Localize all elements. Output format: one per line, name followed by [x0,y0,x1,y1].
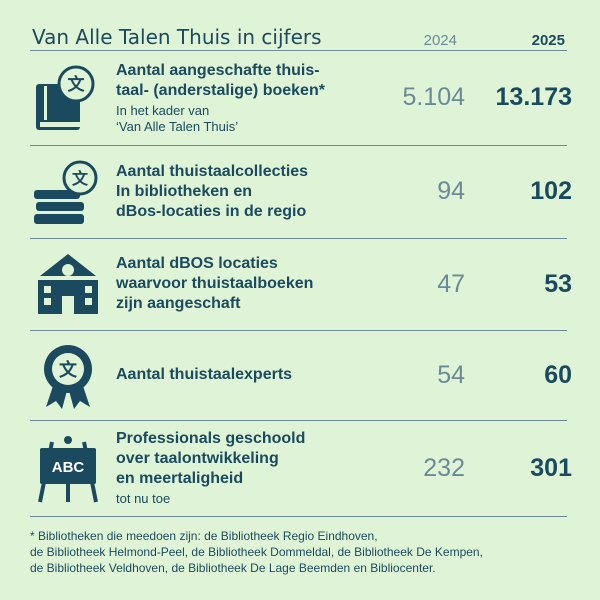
label-line: over taalontwikkeling [116,450,279,467]
footnote-line: de Bibliotheek Helmond-Peel, de Biblioth… [30,545,483,559]
label-line: taal- (anderstalige) boeken* [116,81,325,99]
separator [30,238,567,239]
table-row: 文 Aantal thuistaalexperts 54 60 [30,330,572,420]
title: Van Alle Talen Thuis in cijfers [32,25,322,49]
value-2024: 47 [437,269,465,298]
note-line: ‘Van Alle Talen Thuis’ [116,118,239,134]
footnote-line: de Bibliotheek Veldhoven, de Bibliotheek… [30,561,436,575]
row-note: In het kader van ‘Van Alle Talen Thuis’ [116,103,376,135]
value-2025: 102 [530,177,572,205]
icon: ABC [32,432,104,504]
table-row: 文 Aantal aangeschafte thuis-taal- (anders… [30,50,572,145]
column-header: 2024 [423,32,457,49]
table-row: 文 Aantal thuistaalcollecties In bibliothek… [30,145,572,238]
label-line: Aantal aangeschafte thuis- [116,61,320,79]
row-label: Professionals geschoold over taalontwikke… [116,429,376,489]
table-row: Aantal dBOS locaties waarvoor thuistaalbo… [30,238,572,330]
value-2025: 60 [544,360,572,389]
row-text: Aantal thuistaalcollecties In bibliotheke… [116,162,376,222]
label-line: In bibliotheken en [116,182,253,200]
row-label: Aantal dBOS locaties waarvoor thuistaalbo… [116,254,376,314]
row-text: Professionals geschoold over taalontwikke… [116,429,376,507]
svg-text:文: 文 [68,74,86,94]
label-line: Aantal thuistaalexperts [116,366,293,383]
separator [30,420,567,421]
separator [30,330,567,331]
row-label: Aantal thuistaalexperts [116,365,376,385]
label-line: dBos-locaties in de regio [116,202,307,220]
icon: 文 [32,156,104,228]
icon [32,248,104,320]
label-line: en meertaligheid [116,470,244,487]
label-line: Aantal dBOS locaties [116,255,278,272]
row-label: Aantal thuistaalcollecties In bibliotheke… [116,162,376,222]
note-line: tot nu toe [116,491,171,506]
label-line: Professionals geschoold [116,430,306,447]
label-line: waarvoor thuistaalboeken [116,275,314,292]
column-header: 2025 [531,32,565,49]
svg-text:ABC: ABC [52,459,85,476]
row-note: tot nu toe [116,491,376,507]
table-row: ABC Professionals geschoold over taalontwi… [30,420,572,516]
footnote-line: * Bibliotheken die meedoen zijn: de Bibl… [30,529,378,543]
svg-text:文: 文 [59,359,78,380]
separator [30,145,567,146]
value-2024: 232 [423,453,465,482]
footnote: * Bibliotheken die meedoen zijn: de Bibl… [30,528,483,576]
icon: 文 [32,62,104,134]
value-2025: 13.173 [495,83,572,111]
row-text: Aantal aangeschafte thuis-taal- (anderst… [116,61,376,135]
separator [30,516,567,517]
row-text: Aantal dBOS locaties waarvoor thuistaalbo… [116,254,376,314]
value-2024: 54 [437,360,465,389]
value-2025: 301 [530,453,572,482]
icon: 文 [32,339,104,411]
value-2025: 53 [544,269,572,298]
value-2024: 5.104 [402,83,465,111]
note-line: In het kader van [116,102,210,118]
separator [30,50,567,51]
label-line: zijn aangeschaft [116,295,241,312]
label-line: Aantal thuistaalcollecties [116,162,309,180]
svg-text:文: 文 [72,169,89,188]
value-2024: 94 [437,177,465,205]
row-text: Aantal thuistaalexperts [116,365,376,385]
row-label: Aantal aangeschafte thuis-taal- (anderst… [116,61,376,101]
